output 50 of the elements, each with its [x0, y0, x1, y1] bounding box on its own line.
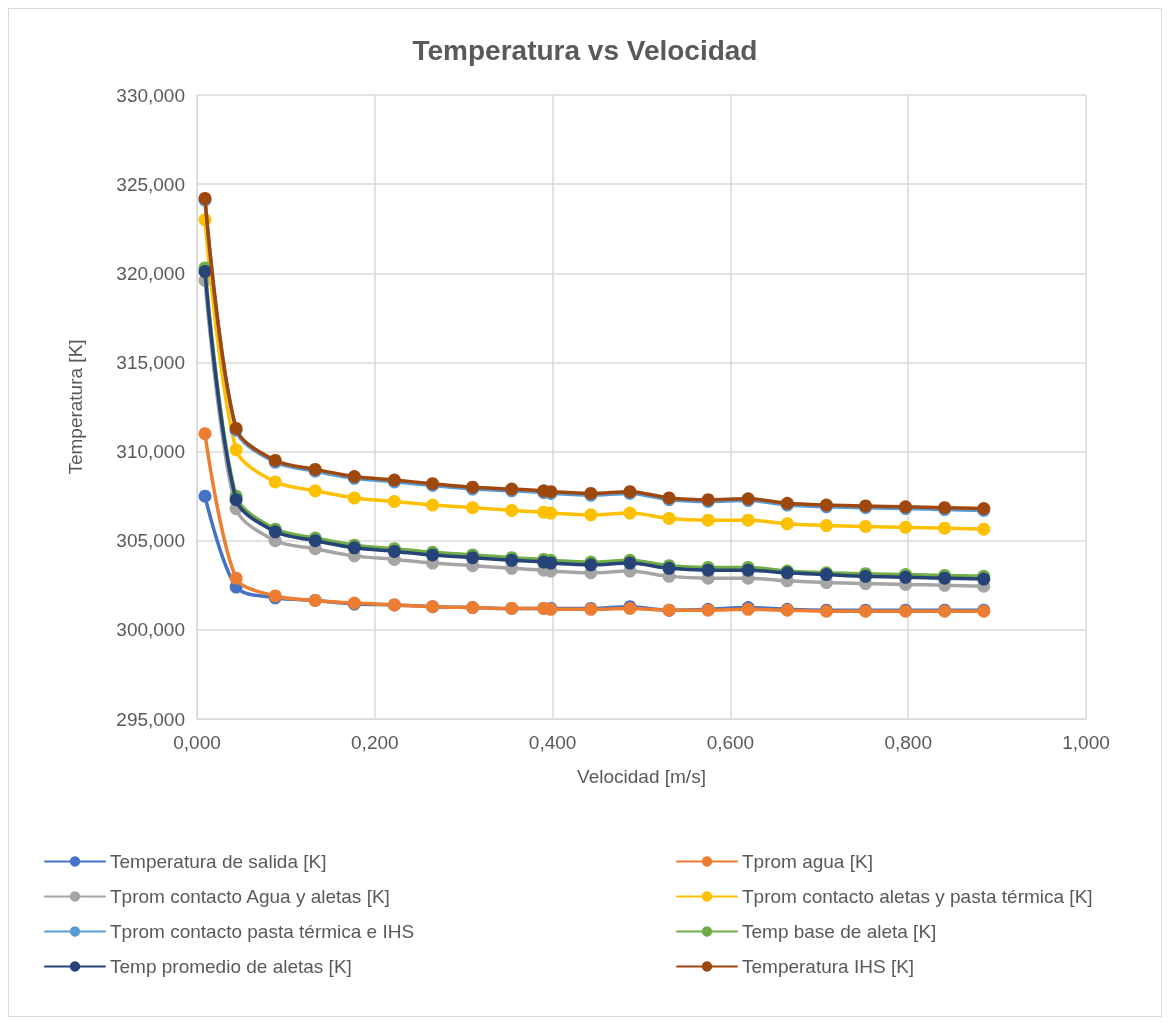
point — [308, 484, 322, 498]
legend-label: Temp promedio de aletas [K] — [110, 956, 352, 977]
y-tick-label: 325,000 — [116, 173, 185, 195]
x-tick-label: 0,400 — [528, 732, 577, 753]
point — [819, 519, 833, 533]
y-tick-label: 295,000 — [116, 708, 185, 730]
point — [741, 513, 755, 527]
point — [977, 522, 991, 536]
point — [198, 489, 212, 503]
x-tick-label: 0,600 — [706, 732, 755, 753]
point — [198, 427, 212, 441]
point — [584, 508, 598, 522]
point — [780, 517, 794, 531]
y-tick-label: 330,000 — [116, 84, 185, 106]
legend-label: Tprom agua [K] — [742, 851, 873, 872]
point — [505, 503, 519, 517]
point — [466, 501, 480, 515]
x-tick-label: 0,200 — [351, 732, 399, 753]
x-tick-label: 1,000 — [1062, 732, 1110, 753]
point — [229, 443, 243, 457]
point — [229, 493, 243, 507]
legend-label: Tprom contacto pasta térmica e IHS — [110, 921, 415, 942]
point — [268, 475, 282, 489]
point — [701, 513, 715, 527]
point — [198, 265, 212, 278]
point — [899, 520, 913, 534]
y-tick-label: 305,000 — [116, 530, 185, 552]
point — [859, 519, 873, 533]
legend-label: Tprom contacto Agua y aletas [K] — [110, 886, 390, 907]
y-axis-title: Temperatura [K] — [65, 339, 86, 475]
point — [938, 521, 952, 535]
y-tick-label: 315,000 — [116, 351, 185, 373]
point — [623, 506, 637, 520]
chart-title: Temperatura vs Velocidad — [412, 34, 758, 66]
legend-label: Temperatura de salida [K] — [110, 851, 327, 872]
x-axis-title: Velocidad [m/s] — [577, 766, 706, 787]
point — [426, 498, 440, 512]
legend-label: Tprom contacto aletas y pasta térmica [K] — [742, 886, 1093, 907]
x-tick-label: 0,800 — [884, 732, 932, 753]
y-tick-label: 300,000 — [116, 619, 185, 641]
point — [662, 511, 676, 525]
y-tick-label: 310,000 — [116, 441, 185, 463]
point — [347, 491, 361, 505]
legend-label: Temperatura IHS [K] — [742, 956, 915, 977]
y-tick-label: 320,000 — [116, 262, 185, 284]
point — [387, 494, 401, 508]
point — [229, 571, 243, 585]
point — [544, 506, 558, 520]
x-tick-label: 0,000 — [173, 732, 221, 753]
legend-label: Temp base de aleta [K] — [742, 921, 937, 942]
